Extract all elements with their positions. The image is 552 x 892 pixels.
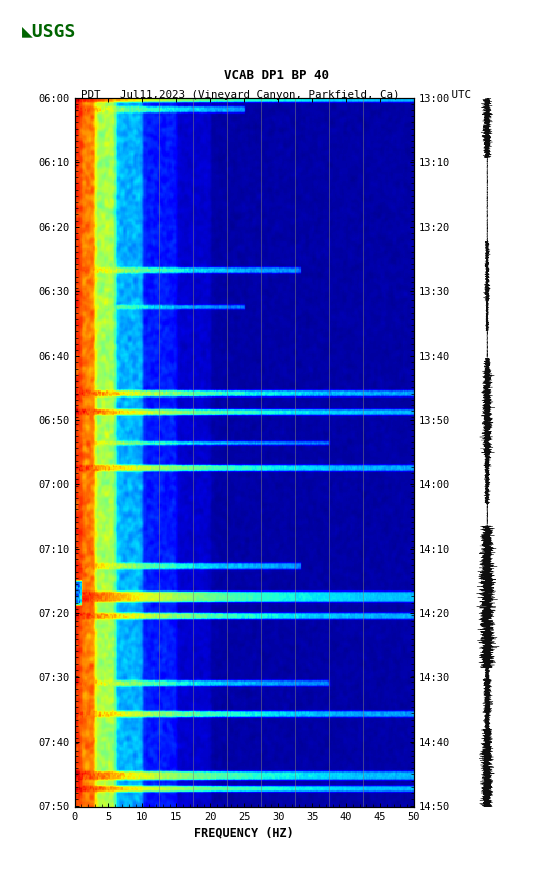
- Text: PDT   Jul11,2023 (Vineyard Canyon, Parkfield, Ca)        UTC: PDT Jul11,2023 (Vineyard Canyon, Parkfie…: [81, 90, 471, 101]
- Text: VCAB DP1 BP 40: VCAB DP1 BP 40: [224, 70, 328, 82]
- X-axis label: FREQUENCY (HZ): FREQUENCY (HZ): [194, 826, 294, 839]
- Text: ◣USGS: ◣USGS: [22, 22, 77, 40]
